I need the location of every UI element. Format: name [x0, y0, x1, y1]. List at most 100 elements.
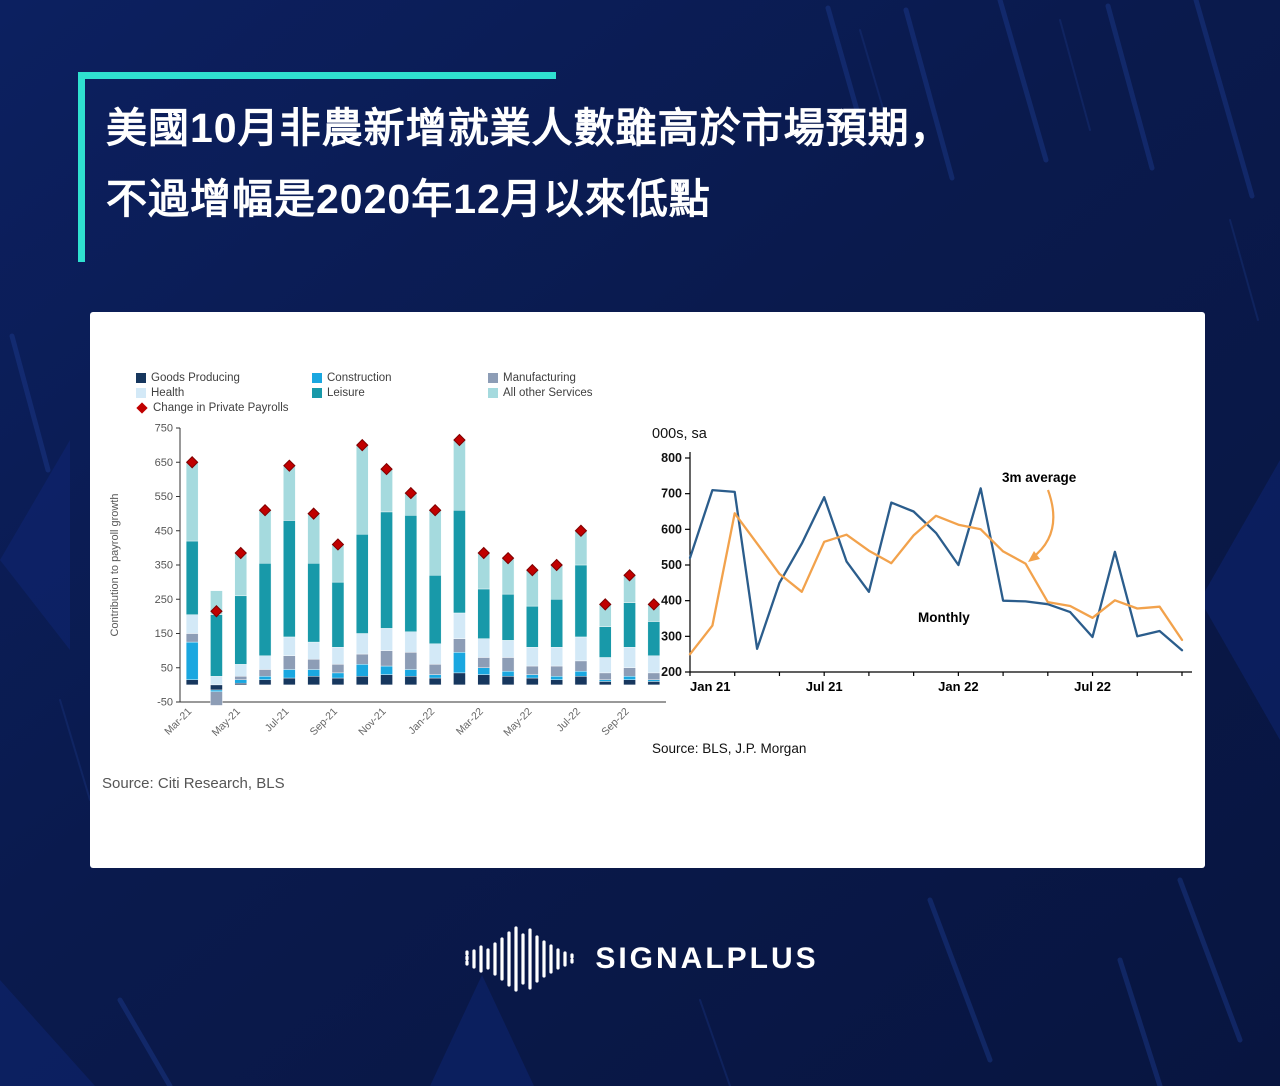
bar-segment [380, 665, 393, 675]
bar-segment [623, 602, 636, 648]
svg-text:Jan 22: Jan 22 [938, 679, 978, 694]
svg-text:Jul-21: Jul-21 [263, 706, 292, 735]
payroll-change-marker [453, 433, 466, 447]
bar-segment [356, 653, 369, 665]
bar-segment [234, 664, 247, 677]
bar-segment [599, 626, 612, 658]
bar-segment [526, 605, 539, 648]
bar-segment [477, 638, 490, 658]
bar-segment [428, 509, 442, 576]
bar-segment [258, 679, 272, 686]
bar-segment [283, 655, 296, 670]
bar-segment [550, 676, 563, 680]
payroll-change-marker [380, 462, 393, 476]
svg-text:550: 550 [155, 491, 173, 503]
3m-average-line [688, 512, 1184, 656]
right-chart-units-label: 000s, sa [652, 426, 707, 442]
headline-line-1: 美國10月非農新增就業人數雖高於市場預期， [106, 105, 952, 151]
bar-segment [283, 669, 296, 679]
bar-segment [428, 643, 442, 665]
bar-segment [453, 652, 466, 674]
svg-text:Jul 22: Jul 22 [1074, 679, 1111, 694]
bar-segment [331, 664, 345, 674]
svg-text:700: 700 [661, 487, 682, 501]
svg-text:600: 600 [661, 522, 682, 536]
bar-segment [380, 650, 393, 667]
payroll-change-marker [331, 538, 345, 551]
svg-text:750: 750 [155, 423, 173, 435]
bar-segment [599, 672, 612, 680]
payroll-change-marker [185, 456, 199, 469]
bar-segment [185, 614, 199, 634]
bar-segment [599, 657, 612, 674]
bar-segment [477, 674, 490, 686]
bar-segment [185, 462, 199, 542]
footer-brand: SIGNALPLUS [0, 922, 1280, 996]
legend-item-manufacturing: Manufacturing [488, 372, 692, 384]
legend-item-leisure: Leisure [312, 387, 484, 399]
bar-segment [234, 595, 247, 665]
annotation-arrowhead [1028, 551, 1040, 562]
waveform-icon [465, 926, 574, 992]
bar-segment [380, 674, 393, 686]
bar-segment [210, 676, 223, 686]
svg-text:Sep-22: Sep-22 [599, 706, 632, 739]
bar-segment [356, 533, 369, 634]
bar-segment [404, 631, 418, 653]
bar-segment [428, 674, 442, 679]
bar-segment [550, 665, 563, 677]
bar-segment [307, 669, 320, 677]
bar-segment [307, 641, 320, 660]
payroll-change-marker [623, 569, 636, 582]
svg-text:450: 450 [155, 525, 173, 537]
svg-text:Jan-22: Jan-22 [406, 706, 437, 737]
bar-segment [599, 681, 612, 686]
legend-swatch [136, 402, 148, 414]
bar-segment [331, 677, 345, 686]
bar-segment [574, 670, 588, 677]
bar-segment [331, 672, 345, 679]
bar-segment [404, 652, 418, 670]
annotation-3m-average: 3m average [1002, 470, 1077, 485]
payroll-change-marker [647, 598, 661, 611]
bar-segment [380, 628, 393, 651]
bar-segment [331, 581, 345, 648]
legend-item-health: Health [136, 387, 308, 399]
bar-segment [453, 509, 466, 614]
svg-text:Jul 21: Jul 21 [806, 679, 843, 694]
bar-segment [185, 540, 199, 615]
bar-axes [179, 428, 666, 703]
bar-segment [501, 676, 515, 686]
bar-segment [501, 657, 515, 672]
payroll-change-markers [185, 433, 661, 618]
bar-segment [331, 646, 345, 665]
bar-segment [501, 670, 515, 677]
bar-segment [283, 636, 296, 656]
bar-segment [428, 664, 442, 675]
bar-segment [526, 674, 539, 679]
legend-label: Goods Producing [151, 372, 240, 384]
svg-text:400: 400 [661, 594, 682, 608]
bar-segment [210, 689, 223, 692]
payrolls-line-chart: 000s, sa 200 300 400 500 600 700 800 Jan 21 Jul … [650, 426, 1202, 756]
bar-segment [258, 676, 272, 680]
svg-text:250: 250 [155, 594, 173, 606]
legend-item-all-other-services: All other Services [488, 387, 692, 399]
bar-segment [234, 682, 247, 686]
annotation-arrow [1031, 489, 1055, 559]
legend-label: Manufacturing [503, 372, 576, 384]
legend-item-construction: Construction [312, 372, 484, 384]
headline-block: 美國10月非農新增就業人數雖高於市場預期， 不過增幅是2020年12月以來低點 [78, 72, 1218, 262]
bar-segment [258, 563, 272, 656]
bar-segment [356, 633, 369, 655]
bar-segment [550, 679, 563, 686]
legend-swatch [312, 373, 322, 383]
line-x-axis: Jan 21 Jul 21 Jan 22 Jul 22 [689, 672, 1183, 694]
bar-segment [623, 679, 636, 686]
bar-segment [550, 599, 563, 648]
payroll-change-marker [501, 551, 515, 565]
monthly-line [688, 487, 1184, 652]
bar-segment [307, 676, 320, 686]
